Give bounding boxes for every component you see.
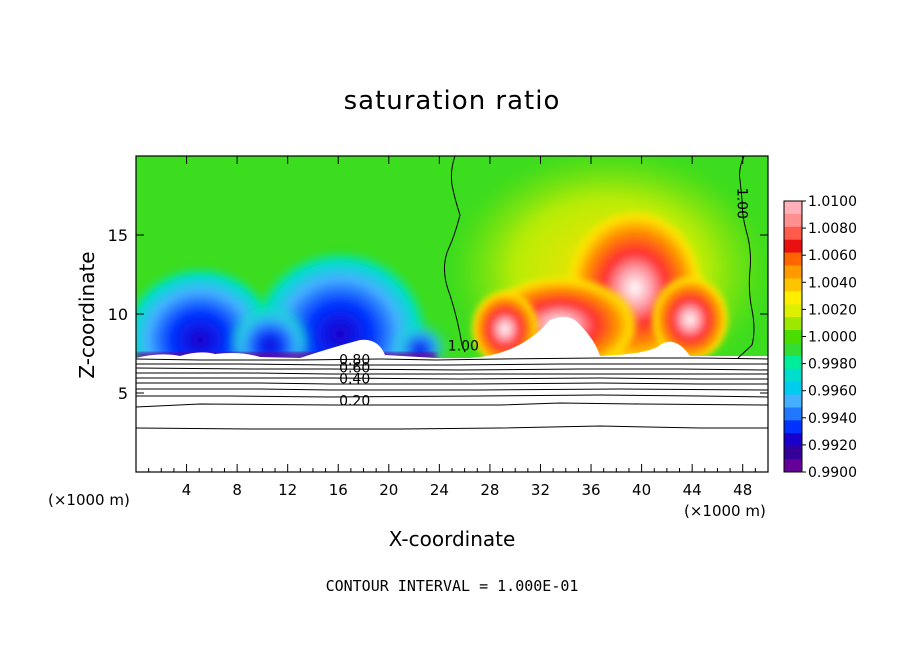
colorbar-swatch <box>784 420 802 434</box>
colorbar-level-label: 0.9980 <box>808 357 857 373</box>
contour-label: 0.40 <box>339 372 370 388</box>
colorbar-level-label: 0.9920 <box>808 438 857 454</box>
contour-line <box>136 388 768 391</box>
saturation-field <box>136 156 768 472</box>
x-tick-label: 12 <box>278 481 297 499</box>
colorbar-swatch <box>784 239 802 254</box>
colorbar-swatch <box>784 446 802 460</box>
colorbar-swatch <box>784 317 802 331</box>
colorbar-level-label: 1.0100 <box>808 194 857 210</box>
x-tick-label: 32 <box>531 481 550 499</box>
contour-label: 1.00 <box>734 188 750 219</box>
colorbar-swatch <box>784 304 802 318</box>
contour-line <box>136 357 768 361</box>
contour-label: 0.80 <box>339 353 370 369</box>
contour-line <box>737 156 755 359</box>
contour-line <box>136 363 768 366</box>
contour-lines <box>136 156 768 430</box>
colorbar-swatch <box>784 407 802 421</box>
y-axis-label: Z-coordinate <box>75 251 99 379</box>
colorbar-level-label: 1.0060 <box>808 248 857 264</box>
colorbar-swatch <box>784 252 802 267</box>
x-unit-right: (×1000 m) <box>684 502 766 520</box>
y-tick-label: 15 <box>108 226 128 245</box>
colorbar-swatch <box>784 291 802 305</box>
colorbar-swatch <box>784 213 802 228</box>
colorbar-level-label: 1.0000 <box>808 330 857 346</box>
x-tick-label: 44 <box>683 481 702 499</box>
colorbar-swatch <box>784 368 802 383</box>
colorbar-swatch <box>784 265 802 279</box>
y-tick-label: 5 <box>118 384 128 403</box>
colorbar-level-label: 1.0080 <box>808 221 857 237</box>
contour-line <box>136 372 768 375</box>
colorbar-swatch <box>784 330 802 344</box>
x-tick-label: 16 <box>329 481 348 499</box>
contour-label: 0.20 <box>339 394 370 410</box>
contour-line <box>444 156 466 353</box>
colorbar-swatch <box>784 278 802 292</box>
contour-line <box>136 394 768 398</box>
colorbar-level-label: 0.9960 <box>808 384 857 400</box>
colorbar-level-label: 0.9900 <box>808 465 857 481</box>
colorbar-swatch <box>784 381 802 396</box>
y-tick-label: 10 <box>108 305 128 324</box>
x-tick-label: 36 <box>581 481 600 499</box>
contour-interval-note: CONTOUR INTERVAL = 1.000E-01 <box>325 577 579 595</box>
colorbar-swatch <box>784 342 802 357</box>
colorbar-swatch <box>784 459 802 473</box>
x-tick-label: 20 <box>379 481 398 499</box>
contour-line <box>136 382 768 385</box>
colorbar-swatch <box>784 355 802 370</box>
x-tick-label: 40 <box>632 481 651 499</box>
colorbar-swatch <box>784 201 802 215</box>
colorbar-level-label: 0.9940 <box>808 411 857 427</box>
contour-line <box>136 425 768 430</box>
contour-line <box>136 377 768 380</box>
x-tick-label: 4 <box>182 481 192 499</box>
colorbar-level-label: 1.0020 <box>808 302 857 318</box>
contour-labels: 1.00 1.00 0.800.600.40 0.20 <box>339 188 750 410</box>
colorbar-level-label: 1.0040 <box>808 275 857 291</box>
x-tick-label: 28 <box>480 481 499 499</box>
x-axis-label: X-coordinate <box>388 527 516 551</box>
x-tick-label: 24 <box>430 481 449 499</box>
contour-label: 0.60 <box>339 360 370 376</box>
contour-label: 1.00 <box>448 338 479 354</box>
colorbar-swatch <box>784 394 802 408</box>
colorbar: 1.0100 1.0080 1.0060 1.0040 1.0020 1.0000 0.99… <box>783 194 857 481</box>
x-tick-label: 8 <box>232 481 242 499</box>
colorbar-swatch <box>784 226 802 241</box>
x-unit-left: (×1000 m) <box>48 491 130 509</box>
x-tick-label: 48 <box>733 481 752 499</box>
colorbar-swatch <box>784 433 802 447</box>
contour-line <box>136 367 768 371</box>
chart-title: saturation ratio <box>343 86 561 116</box>
contour-line <box>136 402 768 408</box>
